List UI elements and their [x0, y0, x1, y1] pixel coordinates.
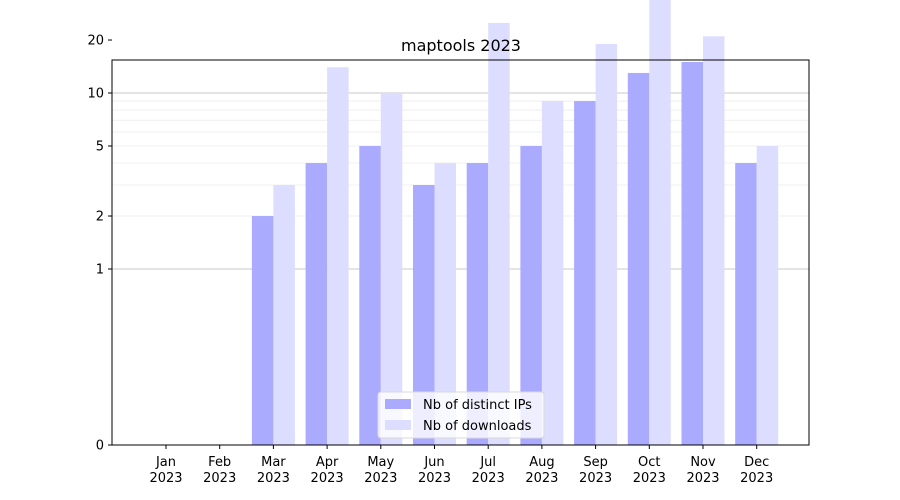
x-tick-label-month: May — [367, 455, 394, 470]
x-tick-label-year: 2023 — [257, 471, 290, 486]
x-tick-label-month: Mar — [261, 455, 286, 470]
bar-distinct-ips — [251, 216, 274, 445]
bar-distinct-ips — [735, 163, 757, 445]
y-tick-label: 0 — [96, 439, 104, 454]
bar-downloads — [541, 101, 564, 446]
x-tick-label-year: 2023 — [525, 471, 558, 486]
x-tick-label-year: 2023 — [472, 471, 505, 486]
legend: Nb of distinct IPs Nb of downloads — [377, 391, 545, 439]
x-tick-label-month: Aug — [529, 455, 554, 470]
legend-label: Nb of distinct IPs — [423, 398, 532, 413]
x-tick-label-year: 2023 — [311, 471, 344, 486]
y-tick-label: 20 — [87, 34, 104, 49]
bar-downloads — [434, 163, 456, 445]
x-axis: Jan2023Feb2023Mar2023Apr2023May2023Jun20… — [149, 445, 773, 486]
x-tick-label-month: Feb — [208, 455, 231, 470]
bar-downloads — [756, 145, 779, 446]
bar-downloads — [488, 22, 510, 446]
bar-downloads — [703, 36, 725, 446]
bar-distinct-ips — [574, 101, 596, 446]
x-tick-label-month: Apr — [316, 455, 339, 470]
chart-title: maptools 2023 — [401, 36, 521, 55]
bar-distinct-ips — [520, 145, 542, 446]
x-tick-label-month: Sep — [583, 455, 608, 470]
x-tick-label-year: 2023 — [579, 471, 612, 486]
plot-frame — [111, 59, 810, 446]
y-tick-label: 10 — [87, 87, 104, 102]
x-tick-label-month: Oct — [638, 455, 660, 470]
x-tick-label-month: Jul — [479, 455, 496, 470]
legend-swatch — [385, 399, 411, 409]
x-tick-label-year: 2023 — [418, 471, 451, 486]
bar-distinct-ips — [627, 72, 650, 445]
legend-label: Nb of downloads — [423, 419, 532, 434]
bar-downloads — [380, 93, 403, 445]
bar-downloads — [595, 43, 618, 446]
x-tick-label-month: Nov — [690, 455, 716, 470]
y-tick-label: 1 — [96, 263, 104, 278]
x-tick-label-month: Jan — [155, 455, 176, 470]
bar-downloads — [327, 67, 349, 445]
y-tick-label: 2 — [96, 210, 104, 225]
x-tick-label-month: Dec — [744, 455, 769, 470]
legend-box — [377, 391, 545, 439]
bar-distinct-ips — [359, 145, 381, 446]
bars-layer — [251, 0, 779, 446]
x-tick-label-year: 2023 — [364, 471, 397, 486]
x-tick-label-year: 2023 — [740, 471, 773, 486]
x-tick-label-year: 2023 — [633, 471, 666, 486]
bar-downloads — [649, 0, 671, 445]
bar-distinct-ips — [413, 185, 435, 445]
bar-downloads — [273, 185, 295, 445]
bar-distinct-ips — [681, 62, 703, 446]
legend-swatch — [385, 420, 411, 430]
x-tick-label-year: 2023 — [149, 471, 182, 486]
x-tick-label-month: Jun — [423, 455, 444, 470]
x-tick-label-year: 2023 — [203, 471, 236, 486]
y-tick-label: 5 — [96, 139, 104, 154]
bar-distinct-ips — [305, 163, 328, 445]
x-tick-label-year: 2023 — [686, 471, 719, 486]
bar-distinct-ips — [466, 163, 489, 445]
y-axis: 0125102050100 — [87, 34, 112, 454]
